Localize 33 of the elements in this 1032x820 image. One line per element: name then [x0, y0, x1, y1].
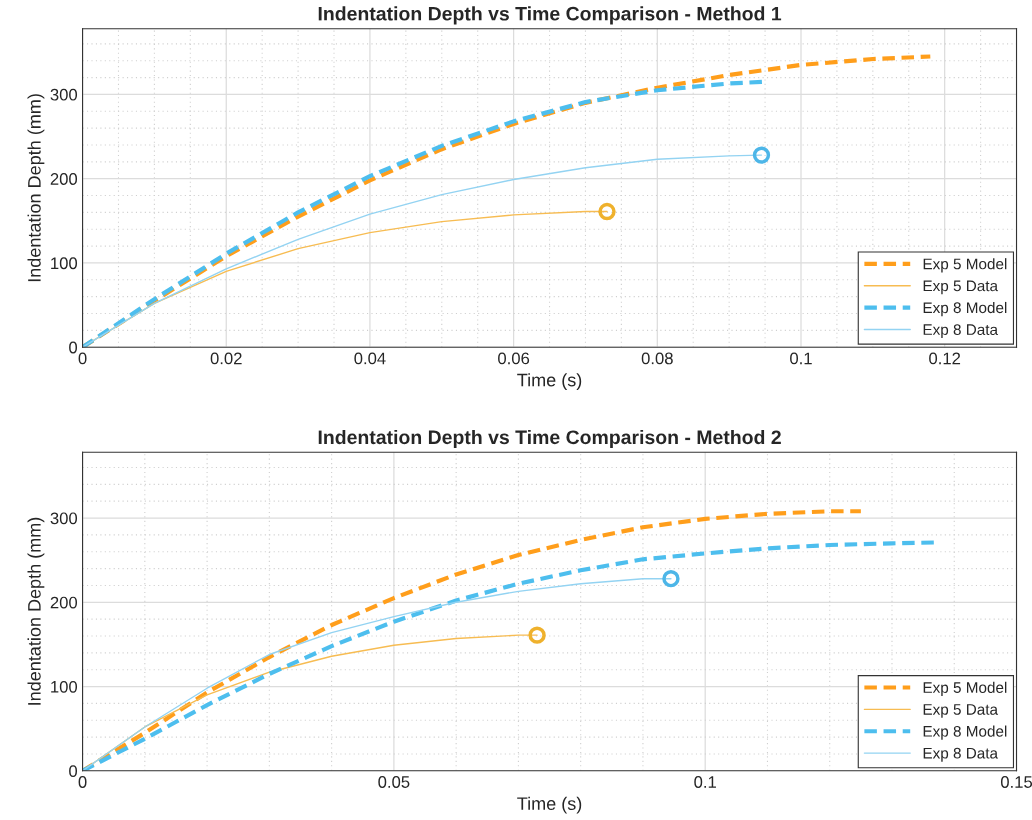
x-tick-label: 0	[78, 352, 87, 365]
legend-label: Exp 8 Model	[923, 301, 1007, 317]
y-axis-title: Indentation Depth (mm)	[27, 94, 45, 282]
legend-label: Exp 8 Data	[923, 747, 999, 762]
legend-label: Exp 5 Model	[923, 258, 1007, 273]
x-axis-title: Time (s)	[517, 373, 582, 390]
y-tick-label: 0	[69, 765, 78, 777]
y-axis-title: Indentation Depth (mm)	[27, 517, 45, 705]
x-tick-label: 0.1	[694, 776, 716, 788]
y-tick-label: 200	[50, 173, 78, 185]
x-tick-label: 0.06	[498, 352, 530, 365]
legend-label: Exp 5 Data	[923, 280, 999, 295]
y-tick-label: 200	[50, 596, 78, 609]
y-tick-label: 0	[69, 341, 78, 354]
x-tick-label: 0	[78, 776, 87, 788]
x-tick-label: 0.02	[210, 352, 242, 365]
x-axis-title: Time (s)	[517, 796, 582, 814]
legend-label: Exp 8 Model	[923, 725, 1007, 740]
chart-title: Indentation Depth vs Time Comparison - Method 2	[318, 429, 781, 448]
y-tick-label: 300	[50, 88, 78, 101]
x-tick-label: 0.15	[1000, 776, 1032, 788]
y-tick-label: 300	[50, 512, 78, 525]
x-tick-label: 0.05	[378, 776, 410, 788]
chart-title: Indentation Depth vs Time Comparison - Method 1	[318, 6, 782, 25]
y-tick-label: 100	[51, 257, 78, 270]
y-tick-label: 100	[51, 680, 78, 693]
x-tick-label: 0.08	[641, 352, 673, 365]
x-tick-label: 0.04	[354, 352, 386, 365]
legend-label: Exp 8 Data	[923, 324, 999, 339]
legend-label: Exp 5 Data	[923, 704, 999, 718]
x-tick-label: 0.12	[929, 352, 961, 365]
x-tick-label: 0.1	[790, 352, 812, 365]
legend-label: Exp 5 Model	[923, 681, 1007, 696]
